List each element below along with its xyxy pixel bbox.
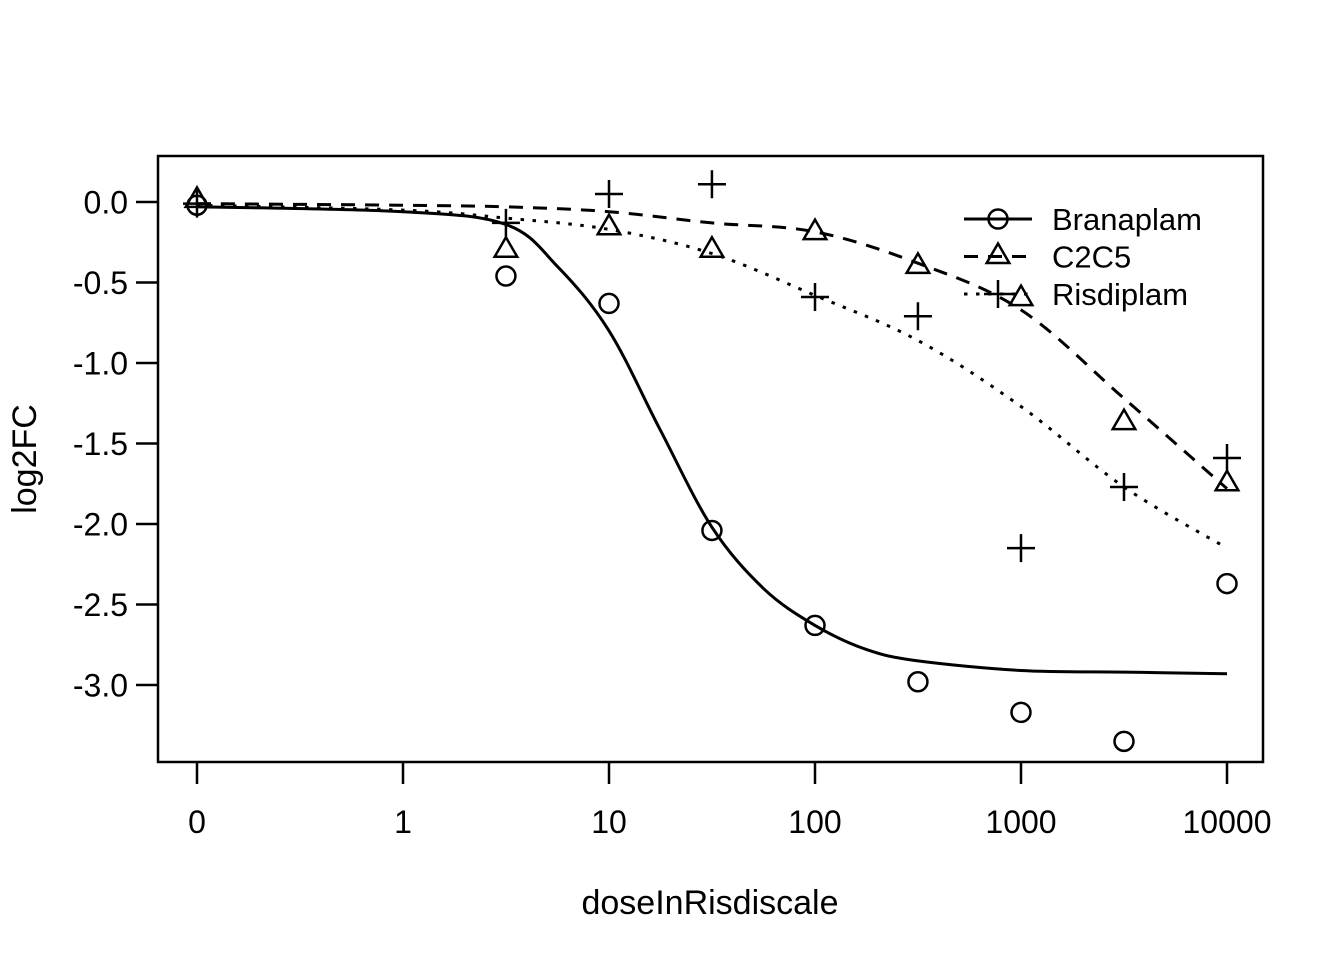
risdiplam-point-plus-marker	[903, 302, 932, 331]
c2c5-point-triangle-marker	[1213, 468, 1241, 492]
risdiplam-fit-curve	[196, 203, 1228, 550]
risdiplam-point-plus-marker	[595, 179, 623, 208]
legend-label-risdiplam: Risdiplam	[1052, 277, 1188, 312]
risdiplam-point-plus-marker	[1109, 472, 1138, 501]
branaplam-point-circle-marker	[701, 519, 723, 542]
x-tick-label: 10000	[1183, 804, 1272, 840]
y-tick-label: -3.0	[73, 668, 128, 704]
risdiplam-point-plus-marker	[1213, 443, 1241, 472]
branaplam-fit-curve	[196, 205, 1228, 676]
y-tick-label: -0.5	[73, 265, 128, 301]
legend-label-c2c5: C2C5	[1052, 240, 1131, 275]
branaplam-point-circle-marker	[1113, 730, 1135, 753]
branaplam-point-circle-marker	[1216, 572, 1238, 595]
triangle-marker	[984, 241, 1012, 265]
c2c5-point-triangle-marker	[1110, 407, 1138, 431]
x-tick-label: 0	[188, 804, 206, 840]
y-tick-label: 0.0	[84, 185, 128, 221]
c2c5-point-triangle-marker	[904, 250, 932, 275]
legend-label-branaplam: Branaplam	[1052, 202, 1202, 237]
c2c5-fit-curve	[196, 202, 1228, 490]
plus-marker	[984, 280, 1012, 308]
axis-ticks: 0 1 10 100 1000 10000 0.0 -0.5 -1.0 -1.5 -2.0 -2.5 -…	[73, 185, 1272, 841]
x-tick-label: 1	[394, 804, 412, 840]
y-tick-label: -2.0	[73, 507, 128, 543]
risdiplam-point-plus-marker	[801, 282, 829, 311]
fit-curves	[196, 202, 1228, 676]
branaplam-point-circle-marker	[804, 614, 826, 637]
risdiplam-point-plus-marker	[491, 208, 520, 237]
x-tick-label: 10	[591, 804, 627, 840]
risdiplam-point-plus-marker	[183, 189, 211, 218]
x-axis-title: doseInRisdiscale	[581, 884, 838, 922]
x-tick-label: 1000	[985, 804, 1056, 840]
y-axis-title: log2FC	[6, 404, 44, 514]
c2c5-point-triangle-marker	[801, 217, 829, 241]
c2c5-point-triangle-marker	[698, 234, 726, 259]
y-tick-label: -2.5	[73, 587, 128, 623]
y-tick-label: -1.0	[73, 346, 128, 382]
c2c5-point-triangle-marker	[492, 234, 520, 259]
circle-marker	[987, 208, 1009, 230]
c2c5-point-triangle-marker	[595, 212, 623, 236]
branaplam-point-circle-marker	[907, 671, 929, 693]
branaplam-point-circle-marker	[598, 292, 620, 315]
plot-box	[156, 154, 1265, 764]
risdiplam-point-plus-marker	[697, 170, 726, 199]
branaplam-point-circle-marker	[1010, 701, 1032, 724]
branaplam-point-circle-marker	[495, 265, 517, 287]
data-points	[183, 170, 1241, 753]
x-tick-label: 100	[788, 804, 841, 840]
risdiplam-point-plus-marker	[1007, 534, 1035, 563]
y-tick-label: -1.5	[73, 426, 128, 462]
